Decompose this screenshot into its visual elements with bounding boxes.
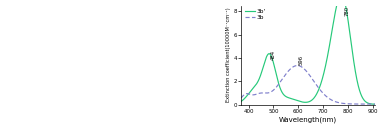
Y-axis label: Extinction coefficient(10000M⁻¹cm⁻¹): Extinction coefficient(10000M⁻¹cm⁻¹) [226, 8, 231, 103]
Text: 780: 780 [345, 6, 350, 16]
X-axis label: Wavelength(nm): Wavelength(nm) [279, 116, 337, 123]
Text: 484: 484 [271, 50, 276, 60]
Legend: 3b', 3b: 3b', 3b [244, 9, 267, 21]
Text: 596: 596 [299, 54, 304, 64]
